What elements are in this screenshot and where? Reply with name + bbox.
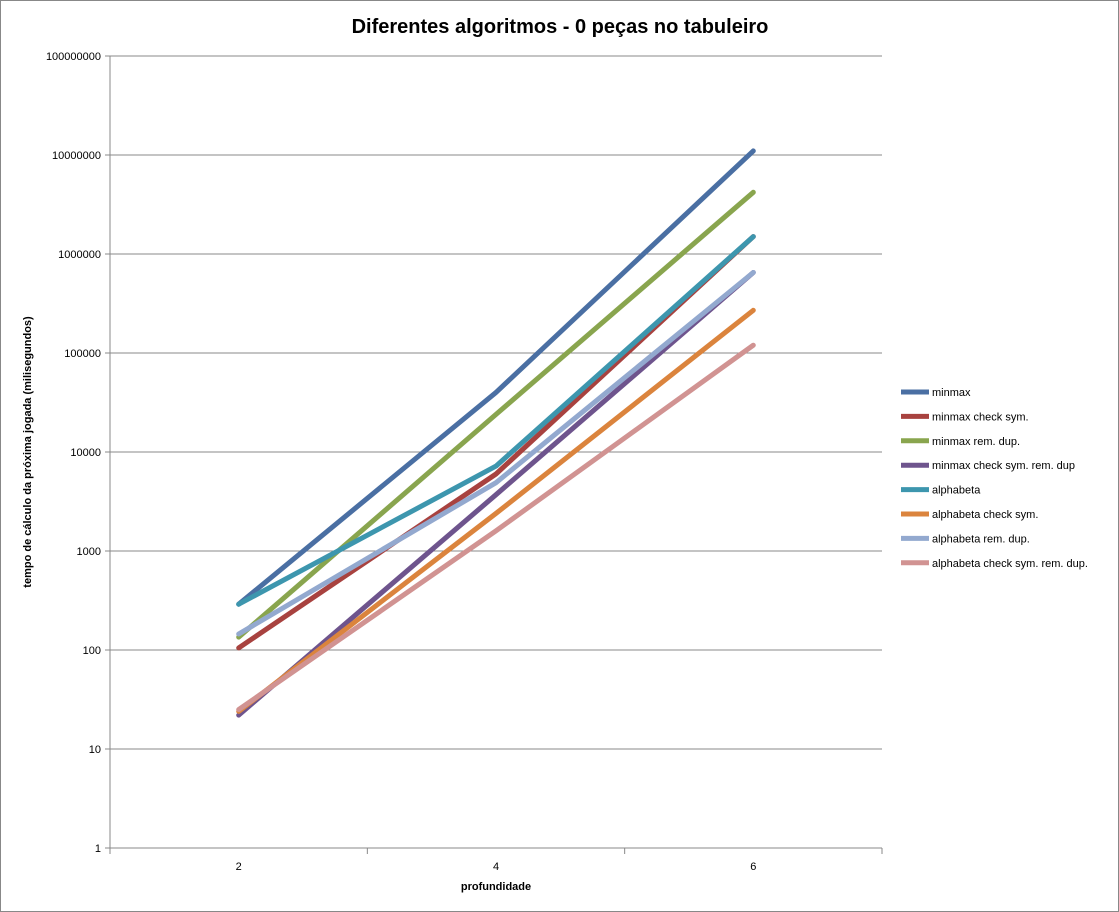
legend-label: minmax check sym.	[932, 411, 1029, 423]
chart-title: Diferentes algoritmos - 0 peças no tabul…	[352, 16, 769, 38]
x-tick-label: 2	[236, 861, 242, 873]
y-tick-label: 100	[83, 645, 101, 657]
y-tick-label: 10000000	[52, 150, 101, 162]
legend-label: alphabeta	[932, 485, 981, 497]
legend-label: alphabeta rem. dup.	[932, 533, 1030, 545]
series-line-7	[236, 270, 756, 637]
y-tick-label: 10000	[70, 447, 101, 459]
legend-label: alphabeta check sym.	[932, 509, 1038, 521]
legend-label: minmax check sym. rem. dup	[932, 460, 1075, 472]
axes: 1 10 100 1000 10000 100000 1000000 10000000 1000…	[46, 51, 883, 873]
y-tick-label: 1	[95, 843, 101, 855]
x-tick-label: 6	[750, 861, 756, 873]
series-line-1	[236, 148, 756, 607]
legend-label: alphabeta check sym. rem. dup.	[932, 558, 1088, 570]
series-line-8	[236, 342, 756, 713]
y-tick-label: 1000000	[58, 249, 101, 261]
series-lines	[236, 148, 756, 718]
series-line-6	[236, 307, 756, 714]
legend-label: minmax	[932, 387, 971, 399]
y-tick-label: 10	[89, 744, 101, 756]
y-tick-label: 1000	[77, 546, 101, 558]
y-axis-title: tempo de cálculo da próxima jogada (mili…	[22, 316, 34, 588]
series-line-4	[236, 270, 756, 718]
x-tick-label: 4	[493, 861, 499, 873]
y-tick-label: 100000	[64, 348, 101, 360]
legend-label: minmax rem. dup.	[932, 436, 1020, 448]
series-line-5	[236, 234, 756, 607]
series-line-3	[236, 189, 756, 640]
x-axis-title: profundidade	[461, 881, 531, 893]
y-tick-label: 100000000	[46, 51, 101, 63]
legend: minmax minmax check sym. minmax rem. dup. m…	[901, 387, 1088, 570]
